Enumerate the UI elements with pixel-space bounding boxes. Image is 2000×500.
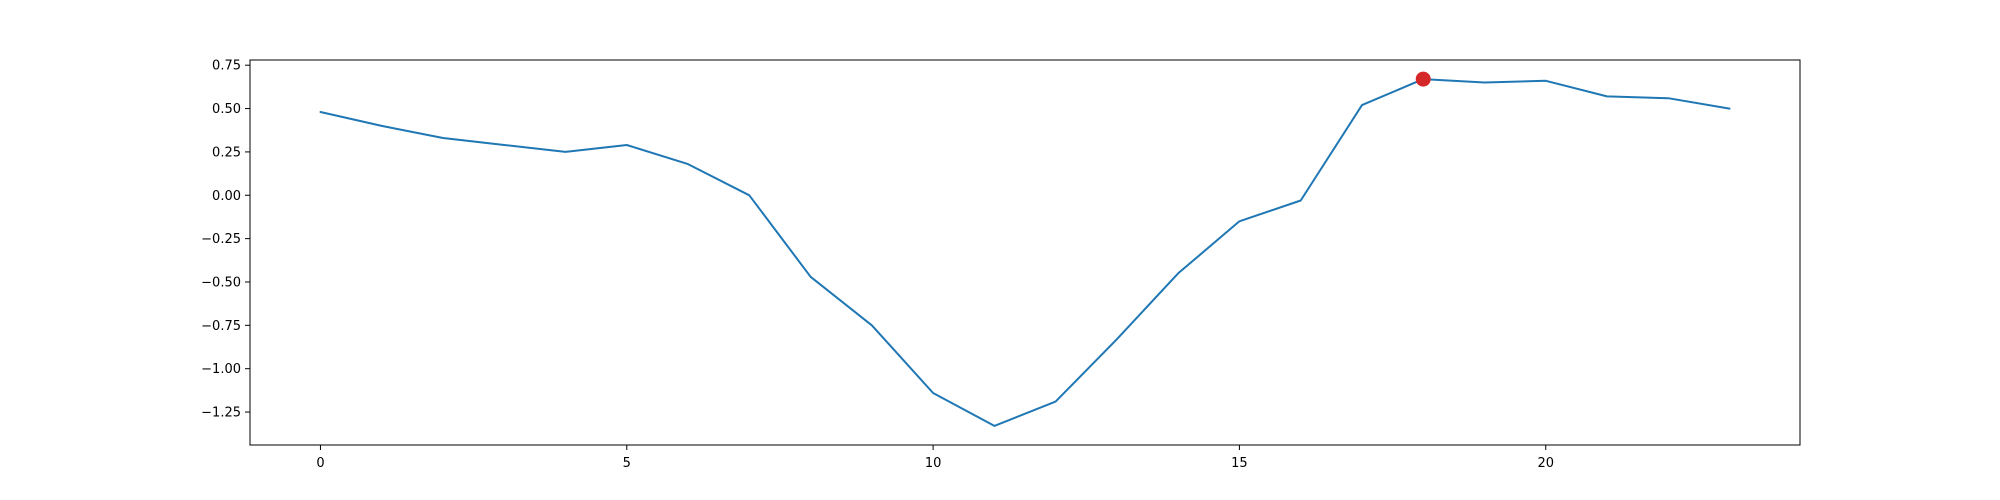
y-tick-label: −1.00: [201, 362, 241, 377]
series-line-0: [319, 78, 1731, 427]
y-tick-label: −1.25: [201, 406, 241, 421]
plot-area: [319, 71, 1731, 427]
x-tick-label: 0: [316, 456, 324, 471]
y-tick-label: 0.00: [212, 189, 241, 204]
x-tick-label: 15: [1231, 456, 1248, 471]
y-tick-label: −0.75: [201, 319, 241, 334]
x-tick-label: 5: [623, 456, 631, 471]
axes-frame: [249, 59, 1801, 446]
y-tick-label: 0.25: [212, 145, 241, 160]
x-tick-label: 20: [1537, 456, 1554, 471]
axis-ticks: 0 5 10 15 20 0.75 0.50 0.25 0.00 −0.25 −0.50 −0.75 −…: [201, 59, 1554, 471]
x-tick-label: 10: [925, 456, 942, 471]
y-tick-label: 0.75: [212, 59, 241, 74]
y-tick-label: 0.50: [212, 102, 241, 117]
y-tick-label: −0.50: [201, 275, 241, 290]
y-tick-label: −0.25: [201, 232, 241, 247]
highlight-point: [1415, 71, 1431, 87]
